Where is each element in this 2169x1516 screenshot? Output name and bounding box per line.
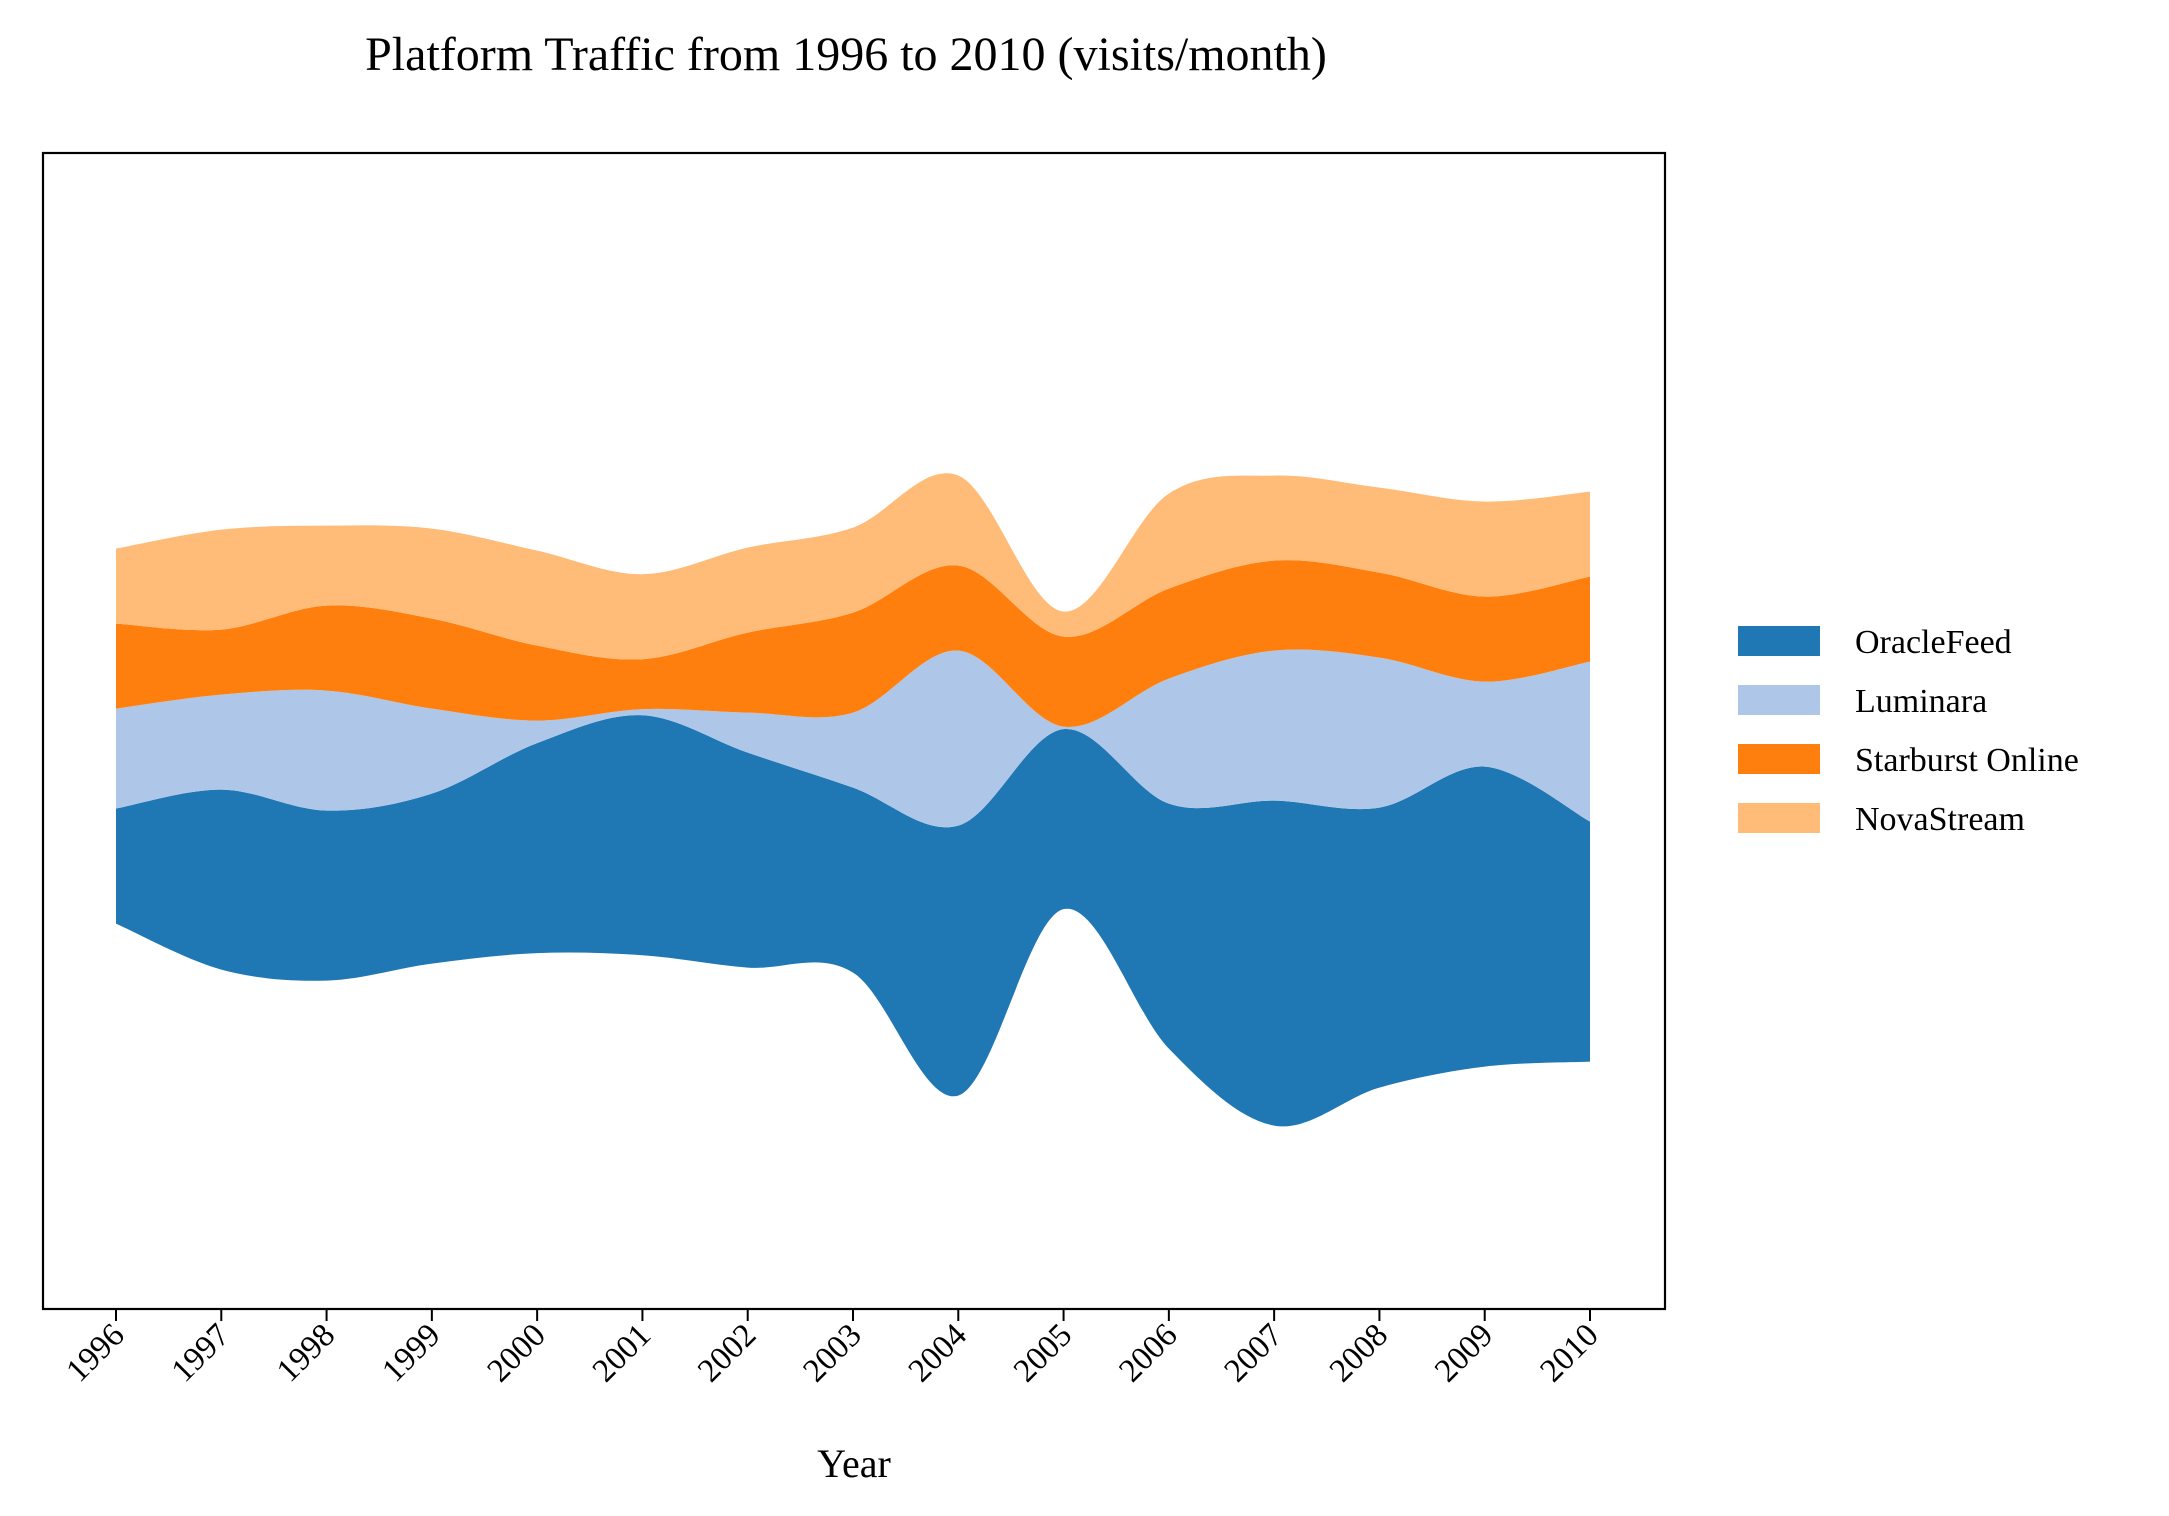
x-tick-label: 2002: [691, 1317, 763, 1389]
legend-swatch: [1738, 626, 1820, 656]
legend-label: Luminara: [1855, 683, 1987, 720]
legend: OracleFeed Luminara Starburst Online NovaSt…: [1738, 624, 2079, 838]
legend-swatch: [1738, 685, 1820, 715]
stream-starburst-online: [116, 560, 1590, 727]
legend-swatch: [1738, 744, 1820, 774]
x-tick-label: 1996: [60, 1317, 132, 1389]
legend-label: Starburst Online: [1855, 742, 2079, 779]
stream-novastream: [116, 473, 1590, 660]
x-tick-label: 1997: [165, 1317, 237, 1389]
chart-title: Platform Traffic from 1996 to 2010 (visi…: [365, 28, 1327, 81]
x-tick-label: 2001: [586, 1317, 658, 1389]
x-tick-label: 2007: [1218, 1317, 1290, 1389]
x-tick-label: 2005: [1007, 1317, 1079, 1389]
stream-layers: [116, 473, 1590, 1127]
x-tick-label: 2000: [481, 1317, 553, 1389]
x-tick-label: 1999: [375, 1317, 447, 1389]
x-tick-label: 1998: [270, 1317, 342, 1389]
x-tick-label: 2003: [797, 1317, 869, 1389]
x-tick-label: 2008: [1323, 1317, 1395, 1389]
legend-label: OracleFeed: [1855, 624, 2012, 661]
stream-oraclefeed: [116, 715, 1590, 1127]
legend-swatch: [1738, 803, 1820, 833]
x-axis-label: Year: [817, 1441, 891, 1486]
x-axis-ticks: 1996 1997 1998 1999 2000 2001 2002 2003 2004 2005…: [60, 1309, 1606, 1389]
x-tick-label: 2010: [1534, 1317, 1606, 1389]
x-tick-label: 2004: [902, 1317, 974, 1389]
x-tick-label: 2009: [1428, 1317, 1500, 1389]
x-tick-label: 2006: [1112, 1317, 1184, 1389]
stream-luminara: [116, 649, 1590, 828]
legend-label: NovaStream: [1855, 801, 2025, 838]
